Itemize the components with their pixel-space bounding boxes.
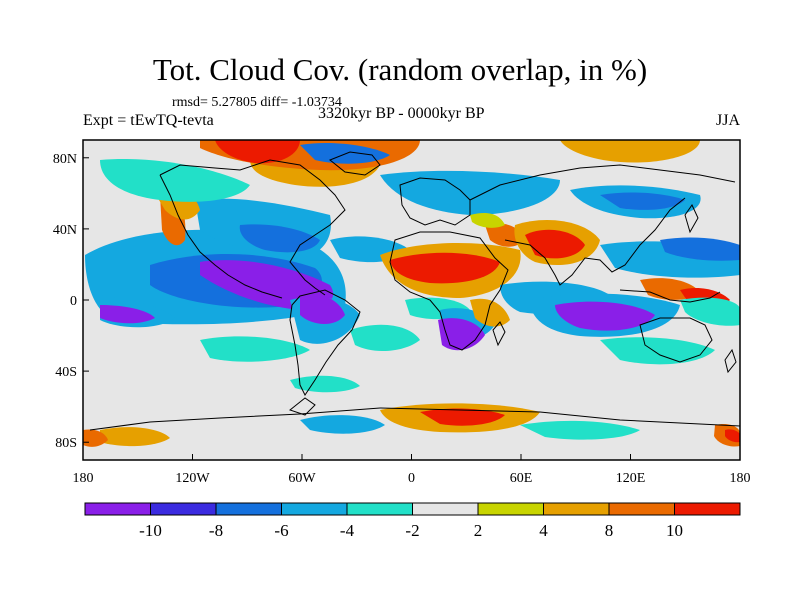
colorbar-swatch: [84, 502, 151, 516]
colorbar-label: 4: [539, 521, 548, 540]
field-region: [680, 297, 740, 326]
lon-tick-label: 180: [730, 471, 751, 486]
field-region: [83, 429, 108, 447]
lon-tick-label: 120W: [175, 471, 210, 486]
field-region: [525, 229, 585, 259]
coastline: [724, 348, 737, 374]
colorbar-label: 8: [605, 521, 614, 540]
colorbar-label: -10: [139, 521, 162, 540]
coastline: [389, 231, 509, 351]
coastline: [399, 177, 471, 226]
field-region: [290, 375, 360, 393]
colorbar-swatch: [543, 502, 610, 516]
field-region: [380, 170, 560, 215]
field-region: [100, 159, 250, 202]
coastlines: [89, 151, 740, 431]
coastline: [288, 397, 316, 416]
field-region: [390, 252, 500, 284]
colorbar-label: -8: [209, 521, 223, 540]
lat-tick-label: 80S: [55, 436, 77, 451]
field-region: [560, 140, 700, 163]
anomaly-field: [83, 140, 740, 460]
field-region: [300, 415, 385, 434]
colorbar-swatch: [412, 502, 479, 516]
colorbar-label: -6: [274, 521, 288, 540]
field-region: [420, 408, 505, 426]
map-title: Tot. Cloud Cov. (random overlap, in %): [152, 52, 648, 87]
colorbar-label: -4: [340, 521, 355, 540]
field-region: [600, 192, 685, 210]
lat-tick-label: 40N: [53, 223, 77, 238]
latitude-ticks: 80N 40N 0 40S 80S: [53, 152, 89, 451]
colorbar-swatch: [215, 502, 282, 516]
field-region: [300, 293, 345, 325]
season-label: JJA: [716, 112, 741, 129]
colorbar-swatch: [608, 502, 675, 516]
colorbar-label: 2: [474, 521, 483, 540]
lat-tick-label: 0: [70, 294, 77, 309]
field-region: [200, 260, 334, 310]
field-region: [350, 324, 420, 352]
field-region: [100, 305, 155, 324]
coastline: [619, 289, 721, 303]
field-region: [660, 237, 740, 261]
coastline: [469, 164, 736, 201]
longitude-ticks: 180 120W 60W 0 60E 120E 180: [73, 454, 751, 486]
field-region: [725, 429, 740, 443]
coastline: [329, 151, 381, 176]
coastline: [159, 174, 283, 299]
colorbar-swatch: [150, 502, 217, 516]
lon-tick-label: 180: [73, 471, 94, 486]
colorbar-swatch: [346, 502, 413, 516]
field-region: [470, 213, 505, 228]
field-region: [100, 427, 170, 447]
lon-tick-label: 60E: [510, 471, 533, 486]
field-region: [600, 337, 715, 365]
field-region: [470, 298, 510, 327]
coastline: [289, 289, 361, 396]
experiment-label: Expt = tEwTQ-tevta: [83, 112, 214, 129]
field-region: [300, 143, 390, 164]
coastline: [684, 204, 699, 234]
field-region: [215, 140, 300, 164]
coastline: [492, 321, 506, 347]
colorbar-label: -2: [405, 521, 419, 540]
field-region: [438, 318, 485, 351]
colorbar-label: 10: [666, 521, 683, 540]
statistics-text: rmsd= 5.27805 diff= -1.03734: [172, 95, 342, 110]
field-region: [200, 336, 310, 362]
coastline: [504, 197, 686, 286]
coastline: [639, 317, 713, 363]
field-region: [555, 301, 655, 331]
period-label: 3320kyr BP - 0000kyr BP: [318, 105, 485, 122]
colorbar-swatch: [281, 502, 348, 516]
coastline: [89, 407, 740, 431]
colorbar-swatch: [477, 502, 544, 516]
colorbar: -10 -8 -6 -4 -2 2 4 8 10: [84, 502, 741, 540]
lat-tick-label: 80N: [53, 152, 77, 167]
lat-tick-label: 40S: [55, 365, 77, 380]
field-region: [520, 420, 640, 440]
lon-tick-label: 120E: [616, 471, 646, 486]
colorbar-swatch: [674, 502, 741, 516]
lon-tick-label: 0: [408, 471, 415, 486]
coastline: [159, 159, 346, 296]
lon-tick-label: 60W: [288, 471, 316, 486]
